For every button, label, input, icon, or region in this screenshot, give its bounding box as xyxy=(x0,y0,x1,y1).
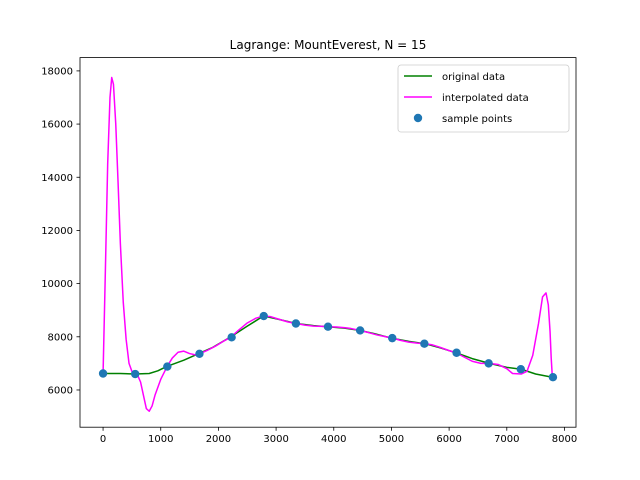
x-tick-label: 2000 xyxy=(206,434,231,445)
legend-box xyxy=(397,64,570,133)
data-point-sample-points xyxy=(516,365,526,374)
x-tick-label: 7000 xyxy=(494,434,519,445)
x-tick-label: 5000 xyxy=(379,434,404,445)
data-point-sample-points xyxy=(548,373,558,382)
data-point-sample-points xyxy=(227,333,236,342)
data-point-sample-points xyxy=(323,322,333,331)
x-tick-label: 0 xyxy=(100,434,106,445)
x-tick-label: 1000 xyxy=(148,434,173,445)
y-tick-label: 6000 xyxy=(48,385,73,396)
data-point-sample-points xyxy=(195,349,204,359)
x-tick-label: 4000 xyxy=(321,434,346,445)
x-tick-label: 8000 xyxy=(552,434,577,445)
legend: original data interpolated data sample poi… xyxy=(397,64,570,133)
plot-area xyxy=(98,76,558,412)
data-group xyxy=(98,76,558,412)
data-point-sample-points xyxy=(355,326,365,335)
y-tick-label: 12000 xyxy=(41,226,73,237)
legend-label: original data xyxy=(442,72,505,83)
data-point-sample-points xyxy=(163,362,172,371)
legend-swatch-marker xyxy=(413,113,423,123)
chart-title: Lagrange: MountEverest, N = 15 xyxy=(230,38,427,52)
y-tick-label: 10000 xyxy=(41,279,73,290)
x-tick-label: 3000 xyxy=(263,434,288,445)
y-tick-label: 18000 xyxy=(41,66,73,77)
legend-label: sample points xyxy=(442,114,512,125)
legend-label: interpolated data xyxy=(442,93,529,104)
data-point-sample-points xyxy=(259,311,268,321)
y-tick-label: 14000 xyxy=(41,173,73,184)
data-point-sample-points xyxy=(388,333,397,343)
axes: 0 1000 2000 3000 4000 5000 6000 7000 8000 6000 800… xyxy=(41,57,577,445)
y-tick-label: 8000 xyxy=(48,332,73,343)
data-point-sample-points xyxy=(420,339,429,348)
data-point-sample-points xyxy=(98,369,108,378)
axes-frame xyxy=(79,57,577,428)
x-tick-label: 6000 xyxy=(436,434,461,445)
data-point-sample-points xyxy=(452,348,461,357)
data-point-sample-points xyxy=(484,359,493,368)
data-point-sample-points xyxy=(291,319,301,328)
data-point-sample-points xyxy=(130,369,140,379)
y-tick-label: 16000 xyxy=(41,120,73,131)
